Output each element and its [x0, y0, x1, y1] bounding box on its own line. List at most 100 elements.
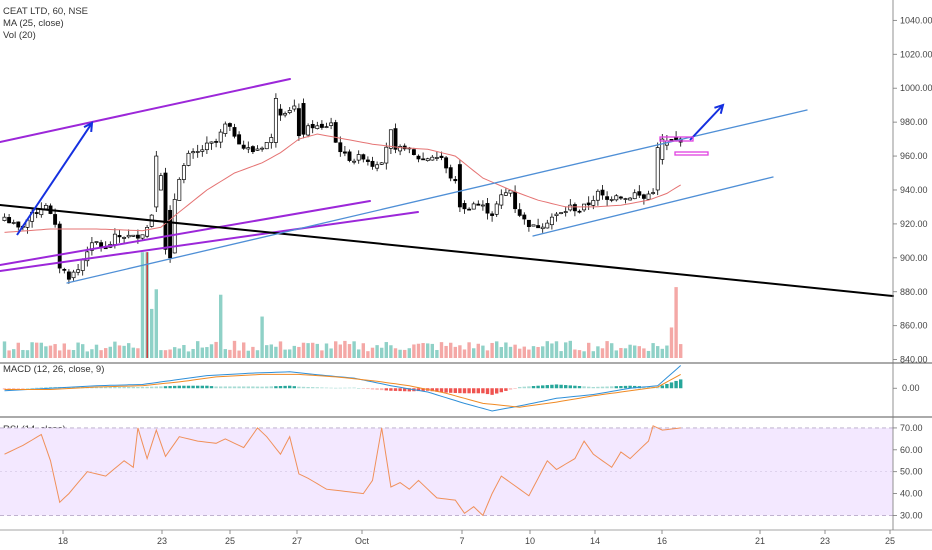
candle-body	[434, 157, 439, 159]
price-tick-label: 920.00	[900, 219, 928, 229]
candle-body	[319, 123, 324, 128]
volume-bar	[255, 350, 260, 358]
volume-bar	[605, 341, 609, 358]
volume-bar	[633, 345, 637, 358]
candle-body	[287, 110, 292, 114]
candle-body	[457, 164, 462, 208]
macd-histogram-bar	[504, 388, 508, 391]
macd-histogram-bar	[113, 386, 117, 389]
candle-body	[241, 144, 246, 149]
legend-symbol: CEAT LTD, 60, NSE	[3, 6, 88, 17]
legend-ma: MA (25, close)	[3, 18, 64, 29]
volume-bar	[458, 345, 462, 358]
candle-body	[375, 164, 380, 169]
macd-histogram-bar	[435, 388, 439, 392]
candle-body	[223, 123, 228, 134]
candle-body	[674, 137, 679, 141]
volume-bar	[131, 347, 135, 358]
candle-body	[342, 151, 347, 154]
candle-body	[200, 149, 205, 152]
volume-bar	[665, 345, 669, 358]
candle-body	[503, 192, 508, 196]
macd-histogram-bar	[545, 385, 549, 389]
macd-histogram-bar	[495, 388, 499, 394]
candle-body	[273, 98, 278, 143]
volume-bar	[472, 348, 476, 358]
candle-body	[513, 191, 518, 210]
volume-bar	[577, 350, 582, 358]
volume-bar	[71, 349, 76, 358]
macd-histogram-bar	[619, 386, 623, 389]
volume-bar	[403, 349, 407, 358]
macd-histogram-bar	[246, 386, 250, 389]
macd-histogram-bar	[384, 388, 388, 391]
candle-body	[618, 196, 623, 199]
candle-body	[126, 234, 131, 238]
macd-histogram-bar	[481, 388, 485, 394]
candle-body	[453, 179, 458, 182]
arrow-up-left	[16, 122, 93, 236]
macd-histogram-bar	[2, 388, 7, 390]
macd-histogram-bar	[669, 382, 674, 389]
volume-bar	[324, 343, 329, 358]
resistance-box	[659, 136, 694, 142]
candle-body	[356, 154, 361, 161]
candle-body	[57, 223, 62, 269]
macd-histogram-bar	[449, 388, 453, 393]
volume-bar	[637, 346, 641, 358]
candle-body	[531, 224, 536, 227]
volume-bar	[104, 348, 108, 358]
volume-bar	[30, 342, 34, 358]
candle-body	[85, 251, 90, 262]
volume-bar	[12, 349, 16, 358]
macd-histogram-bar	[439, 388, 444, 393]
volume-bar	[228, 349, 232, 358]
volume-bar	[600, 348, 605, 358]
volume-bar	[283, 349, 287, 358]
macd-histogram-bar	[232, 386, 237, 389]
volume-bar	[674, 287, 678, 358]
macd-histogram-bar	[334, 387, 338, 389]
candle-body	[549, 216, 554, 226]
candle-body	[425, 158, 430, 161]
volume-bar	[278, 341, 283, 358]
support-box	[674, 151, 709, 156]
candle-body	[637, 191, 642, 196]
volume-bar	[476, 343, 480, 358]
candle-body	[34, 212, 39, 214]
volume-bar	[628, 344, 632, 358]
volume-bar	[375, 345, 379, 358]
volume-bar	[619, 347, 623, 358]
candle-body	[204, 142, 209, 151]
candle-body	[388, 129, 393, 149]
volume-bar	[94, 344, 99, 358]
macd-histogram-bar	[223, 386, 227, 389]
volume-bar	[623, 348, 628, 358]
candle-body	[7, 217, 12, 224]
volume-bar	[334, 341, 338, 358]
volume-bar	[127, 343, 131, 358]
candle-body	[112, 233, 117, 245]
candle-body	[379, 162, 384, 165]
macd-histogram-bar	[159, 386, 163, 389]
volume-bar	[186, 351, 191, 358]
candle-body	[292, 105, 297, 110]
macd-histogram-bar	[131, 386, 135, 389]
macd-histogram-bar	[403, 388, 407, 392]
candle-body	[393, 128, 398, 150]
macd-histogram-bar	[136, 386, 140, 389]
macd-histogram-bar	[30, 387, 34, 389]
macd-histogram-bar	[550, 384, 554, 389]
volume-bar	[490, 342, 494, 358]
arrow-up-right-head	[714, 103, 725, 114]
macd-histogram-bar	[150, 386, 154, 389]
macd-histogram-bar	[366, 388, 370, 390]
macd-histogram-bar	[573, 385, 577, 389]
candle-body	[209, 141, 214, 144]
candle-body	[191, 151, 196, 154]
candle-body	[517, 209, 522, 216]
macd-histogram-bar	[71, 386, 76, 389]
macd-histogram-bar	[628, 385, 632, 389]
volume-bar	[35, 342, 39, 358]
